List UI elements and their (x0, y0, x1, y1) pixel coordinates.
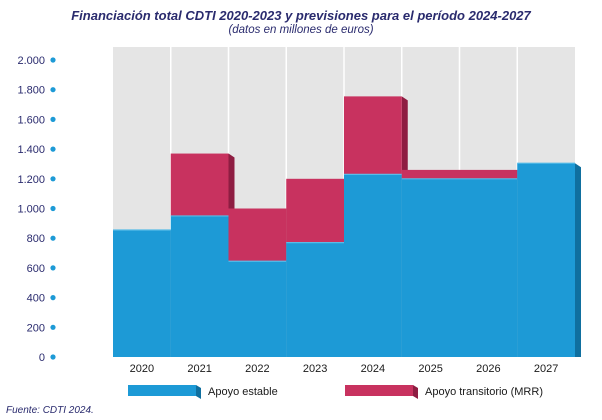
x-tick-label: 2025 (418, 363, 442, 375)
bar-mrr-side (401, 96, 408, 179)
legend-mrr-label: Apoyo transitorio (MRR) (425, 386, 543, 398)
y-tick-label: 200 (27, 322, 45, 334)
y-tick-dot (50, 265, 56, 271)
bar-mrr (459, 169, 518, 179)
y-tick-label: 1.200 (17, 174, 45, 186)
bar-estable (170, 215, 229, 357)
bar-group (170, 153, 235, 357)
legend-estable-swatch-side (196, 385, 201, 399)
y-tick-dot (50, 205, 56, 212)
bar-mrr-side (228, 153, 235, 220)
bar-group (401, 169, 466, 357)
legend-mrr-swatch-side (413, 385, 418, 399)
bar-estable (517, 163, 575, 357)
y-tick-label: 2.000 (17, 55, 45, 67)
bar-estable (401, 178, 460, 357)
y-tick-dot (50, 354, 56, 360)
y-tick-label: 1.400 (17, 144, 45, 156)
bar-estable (286, 242, 344, 357)
bar-mrr (401, 169, 460, 179)
bar-group (113, 229, 177, 357)
y-tick-label: 0 (39, 352, 45, 364)
legend-estable-swatch (128, 385, 196, 396)
y-tick-dot (50, 116, 56, 122)
y-tick-label: 1.800 (17, 85, 45, 97)
y-tick-label: 400 (27, 293, 45, 305)
y-tick-label: 1.000 (17, 204, 45, 216)
bar-estable (344, 174, 402, 357)
bar-mrr (228, 208, 287, 262)
legend-mrr-swatch (345, 385, 413, 396)
y-tick-label: 1.600 (17, 114, 45, 126)
bar-group (344, 96, 408, 357)
y-tick-dot (50, 235, 56, 241)
x-tick-label: 2027 (534, 363, 558, 375)
bar-estable (459, 178, 518, 357)
legend-estable-label: Apoyo estable (208, 386, 278, 398)
x-tick-label: 2026 (476, 363, 500, 375)
bar-group (517, 162, 581, 357)
bar-mrr (170, 153, 229, 216)
y-tick-dot (50, 87, 56, 93)
bar-estable-side (575, 163, 581, 357)
bar-group (286, 178, 350, 357)
y-tick-label: 600 (27, 263, 45, 275)
x-tick-label: 2023 (303, 363, 327, 375)
bar-estable (228, 261, 287, 357)
bar-estable (113, 230, 171, 357)
x-tick-label: 2022 (245, 363, 269, 375)
y-tick-dot (50, 176, 56, 182)
y-tick-dot (50, 57, 56, 63)
y-tick-label: 800 (27, 233, 45, 245)
bar-group (459, 169, 524, 357)
bar-mrr (344, 96, 402, 175)
x-tick-label: 2024 (361, 363, 385, 375)
x-tick-label: 2021 (187, 363, 211, 375)
y-tick-dot (50, 324, 56, 330)
x-tick-label: 2020 (130, 363, 154, 375)
legend: Apoyo estable Apoyo transitorio (MRR) (128, 385, 543, 399)
source-note: Fuente: CDTI 2024. (6, 405, 94, 416)
bar-group (228, 208, 293, 357)
y-tick-dot (50, 295, 56, 301)
chart-subtitle: (datos en millones de euros) (228, 24, 374, 36)
y-tick-dot (50, 146, 56, 152)
chart-title: Financiación total CDTI 2020-2023 y prev… (71, 8, 531, 23)
bar-mrr (286, 178, 344, 243)
